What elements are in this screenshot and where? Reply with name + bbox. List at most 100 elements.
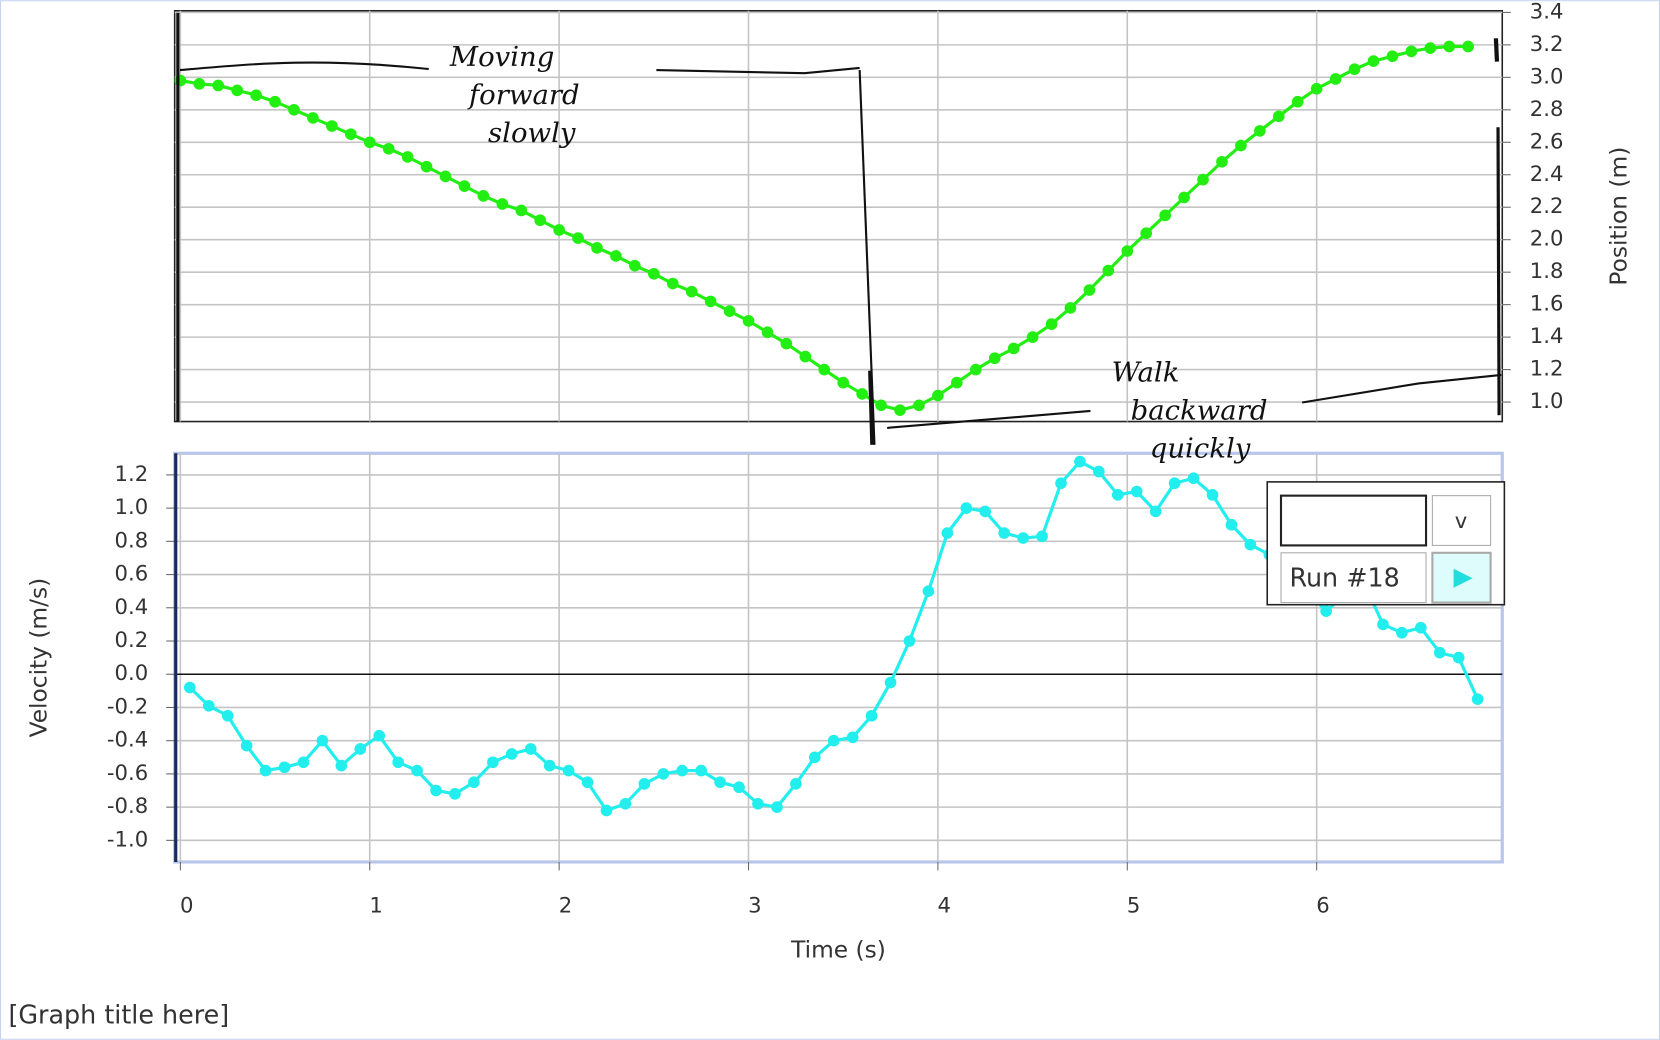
data-point [439, 170, 452, 183]
data-point [1405, 45, 1418, 58]
ink-stroke [179, 61, 429, 72]
data-point [193, 78, 206, 90]
y-tick-label: -0.4 [107, 727, 148, 752]
annotations: Moving forward slowly Walk backward quickly [449, 41, 1268, 465]
handwriting [176, 12, 1502, 445]
y-axis-title: Velocity (m/s) [26, 578, 53, 738]
data-point [1310, 82, 1323, 95]
data-point [259, 764, 272, 777]
data-point [591, 241, 603, 254]
data-point [1471, 693, 1484, 705]
y-tick-label: 1.6 [1530, 291, 1564, 316]
data-point [780, 337, 793, 350]
data-point [771, 801, 783, 813]
x-tick-label: 3 [748, 892, 761, 917]
data-point [1443, 40, 1456, 53]
data-point [742, 315, 755, 327]
y-tick-label: -0.2 [107, 693, 148, 718]
data-point [647, 267, 660, 280]
run-selector: v Run #18 [1266, 481, 1506, 606]
data-point [998, 527, 1011, 539]
data-point [534, 214, 547, 227]
data-point [666, 277, 679, 290]
swatch-field[interactable] [1279, 494, 1428, 547]
y-tick-label: 1.0 [115, 494, 149, 519]
play-icon [1453, 568, 1473, 588]
ink-stroke [887, 409, 1091, 429]
data-point [979, 505, 992, 518]
data-point [1168, 477, 1181, 490]
data-point [714, 776, 726, 789]
data-point [827, 734, 840, 747]
data-point [1396, 626, 1408, 639]
data-point [629, 259, 641, 272]
ink-stroke [1301, 373, 1502, 404]
y-tick-label: 2.0 [1530, 226, 1564, 251]
data-point [884, 676, 897, 689]
y-tick-label: 0.2 [115, 627, 149, 652]
data-point [553, 224, 565, 236]
annotation: quickly [1150, 433, 1251, 465]
data-point [1093, 465, 1105, 478]
data-point [316, 734, 329, 747]
data-layer [174, 40, 1484, 817]
data-point [1272, 110, 1285, 123]
y-tick-label: 0.4 [115, 594, 149, 619]
data-point [856, 388, 868, 400]
data-point [704, 295, 717, 308]
y-tick-label: 1.0 [1530, 388, 1564, 413]
x-tick-label: 6 [1316, 892, 1329, 917]
data-point [1197, 173, 1209, 186]
data-point [335, 759, 348, 772]
data-point [363, 136, 376, 149]
data-point [1083, 284, 1096, 296]
data-point [1235, 139, 1247, 152]
data-point [411, 764, 423, 777]
y-tick-label: 2.6 [1530, 128, 1564, 153]
data-point [846, 731, 859, 744]
data-point [969, 363, 982, 376]
data-point [638, 778, 651, 790]
y-tick-label: 2.8 [1530, 96, 1564, 121]
data-point [761, 326, 774, 339]
annotation: Moving [449, 41, 554, 73]
data-point [269, 95, 281, 108]
data-point [505, 748, 518, 760]
data-point [543, 759, 556, 772]
y-tick-label: 3.2 [1530, 31, 1564, 56]
y-tick-label: -0.8 [107, 793, 148, 818]
data-point [723, 305, 736, 317]
data-point [1377, 618, 1389, 631]
data-point [354, 743, 367, 755]
data-point [524, 743, 537, 755]
data-point [951, 376, 963, 389]
x-tick-label: 2 [559, 892, 572, 917]
data-point [1433, 646, 1446, 659]
data-point [1159, 209, 1171, 222]
data-point [1386, 50, 1399, 63]
data-point [922, 585, 935, 598]
data-point [1130, 485, 1143, 498]
data-point [1140, 227, 1153, 240]
data-point [1017, 532, 1029, 544]
data-point [799, 350, 812, 363]
plot-area [173, 9, 1504, 423]
y-tick-label: 2.4 [1530, 161, 1564, 186]
dropdown-button[interactable] [1431, 495, 1492, 546]
data-point [420, 160, 433, 173]
data-point [430, 784, 442, 797]
data-point [619, 797, 632, 810]
data-point [695, 764, 707, 777]
data-point [1111, 489, 1124, 501]
run-field[interactable] [1280, 552, 1427, 604]
y-tick-label: -1.0 [107, 826, 148, 851]
data-point [468, 776, 480, 789]
data-point [676, 764, 689, 777]
data-point [449, 788, 461, 800]
annotation: Walk [1112, 356, 1180, 388]
data-point [1121, 245, 1134, 257]
data-point [307, 112, 319, 124]
x-tick-label: 1 [369, 892, 382, 917]
data-point [212, 79, 225, 92]
